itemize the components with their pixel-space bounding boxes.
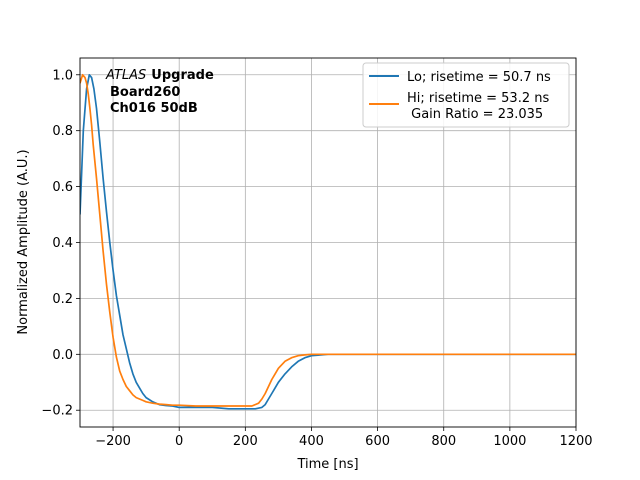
y-tick-label: −0.2: [41, 404, 73, 419]
x-tick-label: 1200: [559, 434, 592, 449]
axis-ticks: −200 0 200 400 600 800 1000 1200 −0.2 0.0 0.2 0.4 0.…: [41, 68, 592, 449]
y-axis-label: Normalized Amplitude (A.U.): [16, 149, 31, 334]
annotation-line-1: ATLAS Upgrade: [105, 68, 214, 83]
legend-box: [362, 62, 570, 128]
legend-text-line: Lo; risetime = 50.7 ns: [407, 70, 551, 85]
annotation-channel: Ch016 50dB: [110, 101, 198, 116]
x-tick-label: 1000: [493, 434, 526, 449]
annotation-atlas: ATLAS: [105, 68, 146, 83]
legend: Lo; risetime = 50.7 ns Hi; risetime = 53…: [362, 62, 570, 128]
annotation-block: ATLAS Upgrade Board260 Ch016 50dB: [105, 68, 214, 116]
x-tick-label: 200: [233, 434, 258, 449]
legend-text-line: Hi; risetime = 53.2 ns: [407, 91, 549, 106]
legend-text-line: Gain Ratio = 23.035: [407, 107, 543, 122]
x-tick-label: 400: [299, 434, 324, 449]
legend-entry-hi: Hi; risetime = 53.2 ns Gain Ratio = 23.0…: [407, 91, 549, 122]
annotation-board: Board260: [110, 85, 180, 100]
x-axis-label: Time [ns]: [296, 457, 358, 472]
y-tick-label: 1.0: [52, 68, 73, 83]
x-tick-label: 800: [431, 434, 456, 449]
y-tick-label: 0.8: [52, 124, 73, 139]
annotation-upgrade: Upgrade: [151, 68, 214, 83]
series-line-hi: [80, 73, 576, 407]
y-tick-label: 0.4: [52, 236, 73, 251]
y-tick-label: 0.6: [52, 180, 73, 195]
legend-entry-lo: Lo; risetime = 50.7 ns: [407, 70, 551, 85]
y-tick-label: 0.0: [52, 348, 73, 363]
y-tick-label: 0.2: [52, 292, 73, 307]
x-tick-label: −200: [95, 434, 131, 449]
x-tick-label: 0: [175, 434, 183, 449]
x-tick-label: 600: [365, 434, 390, 449]
series-lines: [80, 73, 576, 410]
